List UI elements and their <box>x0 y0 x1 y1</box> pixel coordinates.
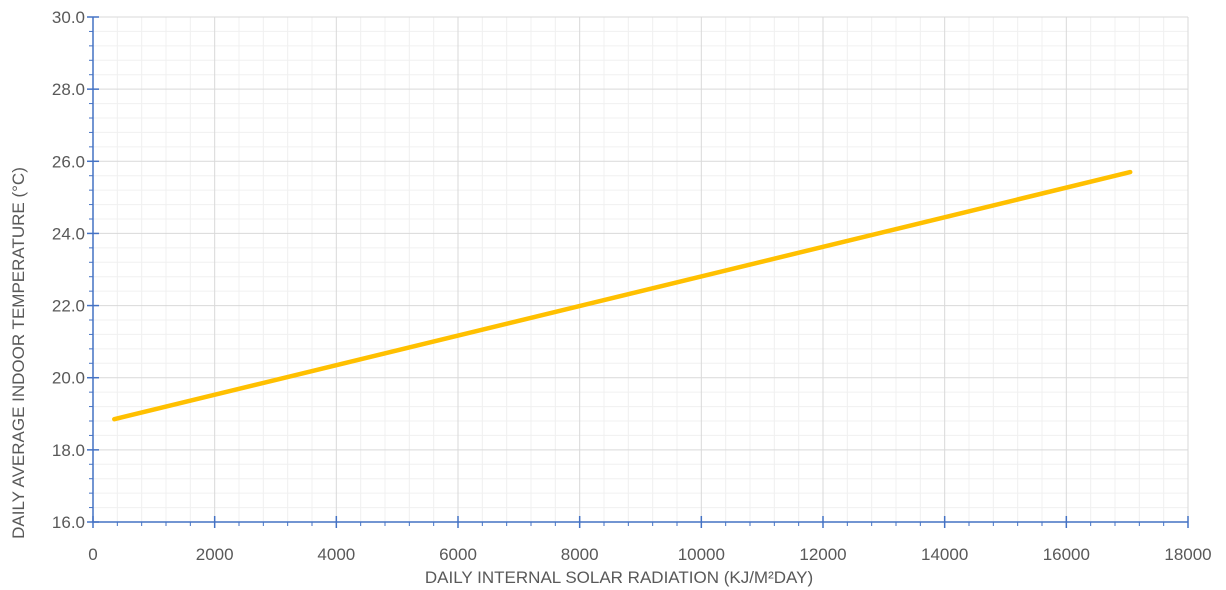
x-tick-label: 2000 <box>196 545 234 564</box>
y-tick-label: 24.0 <box>52 224 85 243</box>
major-gridlines <box>93 16 1189 522</box>
y-tick-label: 26.0 <box>52 152 85 171</box>
y-axis-tick-labels: 16.0 18.0 20.0 22.0 24.0 26.0 28.0 30.0 <box>52 8 85 532</box>
x-tick-label: 6000 <box>439 545 477 564</box>
x-axis-title: DAILY INTERNAL SOLAR RADIATION (KJ/M²DAY… <box>425 568 813 587</box>
y-tick-label: 22.0 <box>52 297 85 316</box>
y-tick-label: 30.0 <box>52 8 85 27</box>
series-line <box>112 169 1133 422</box>
x-axis-tick-labels: 0 2000 4000 6000 8000 10000 12000 14000 16000 180… <box>88 545 1211 564</box>
x-tick-label: 16000 <box>1043 545 1090 564</box>
data-series <box>112 169 1133 422</box>
y-tick-label: 18.0 <box>52 441 85 460</box>
x-tick-label: 12000 <box>799 545 846 564</box>
minor-gridlines <box>93 17 1188 522</box>
y-tick-label: 16.0 <box>52 513 85 532</box>
axes <box>87 16 1189 528</box>
y-axis-title: DAILY AVERAGE INDOOR TEMPERATURE (°C) <box>9 167 28 539</box>
y-tick-label: 28.0 <box>52 80 85 99</box>
x-tick-label: 18000 <box>1164 545 1211 564</box>
x-tick-label: 4000 <box>317 545 355 564</box>
x-tick-label: 8000 <box>561 545 599 564</box>
x-tick-label: 0 <box>88 545 97 564</box>
x-tick-label: 14000 <box>921 545 968 564</box>
y-tick-label: 20.0 <box>52 369 85 388</box>
x-tick-label: 10000 <box>678 545 725 564</box>
